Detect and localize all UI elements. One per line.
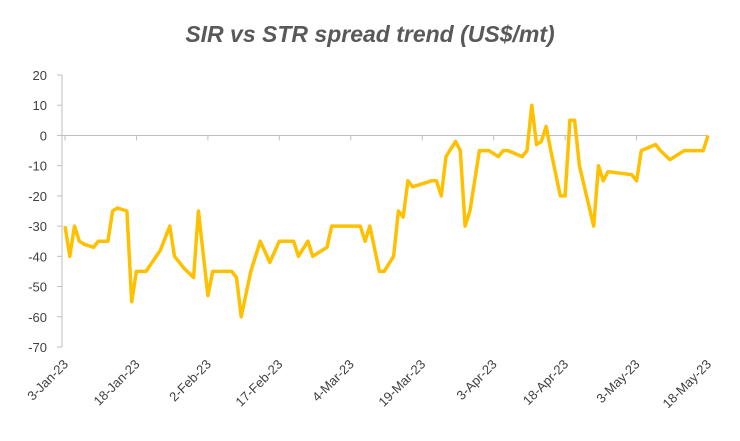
y-tick-label: -40 [28, 249, 47, 264]
y-tick-label: 10 [33, 98, 47, 113]
chart-title: SIR vs STR spread trend (US$/mt) [185, 21, 554, 47]
x-tick-label: 18-May-23 [660, 357, 715, 412]
y-tick-label: -20 [28, 189, 47, 204]
x-tick-label: 4-Mar-23 [309, 357, 357, 405]
y-tick-label: -50 [28, 280, 47, 295]
x-tick-label: 17-Feb-23 [232, 357, 285, 410]
x-tick-label: 18-Jan-23 [91, 357, 143, 409]
y-tick-label: 20 [33, 68, 47, 83]
x-tick-label: 3-May-23 [593, 357, 642, 406]
y-tick-label: 0 [40, 128, 47, 143]
y-tick-label: -70 [28, 340, 47, 355]
x-tick-label: 19-Mar-23 [375, 357, 428, 410]
y-tick-label: -10 [28, 159, 47, 174]
x-tick-label: 18-Apr-23 [520, 357, 571, 408]
y-tick-label: -60 [28, 310, 47, 325]
y-tick-label: -30 [28, 219, 47, 234]
series-line [63, 103, 710, 319]
x-tick-label: 3-Jan-23 [24, 357, 71, 404]
x-tick-label: 3-Apr-23 [453, 357, 499, 403]
x-tick-label: 2-Feb-23 [166, 357, 214, 405]
